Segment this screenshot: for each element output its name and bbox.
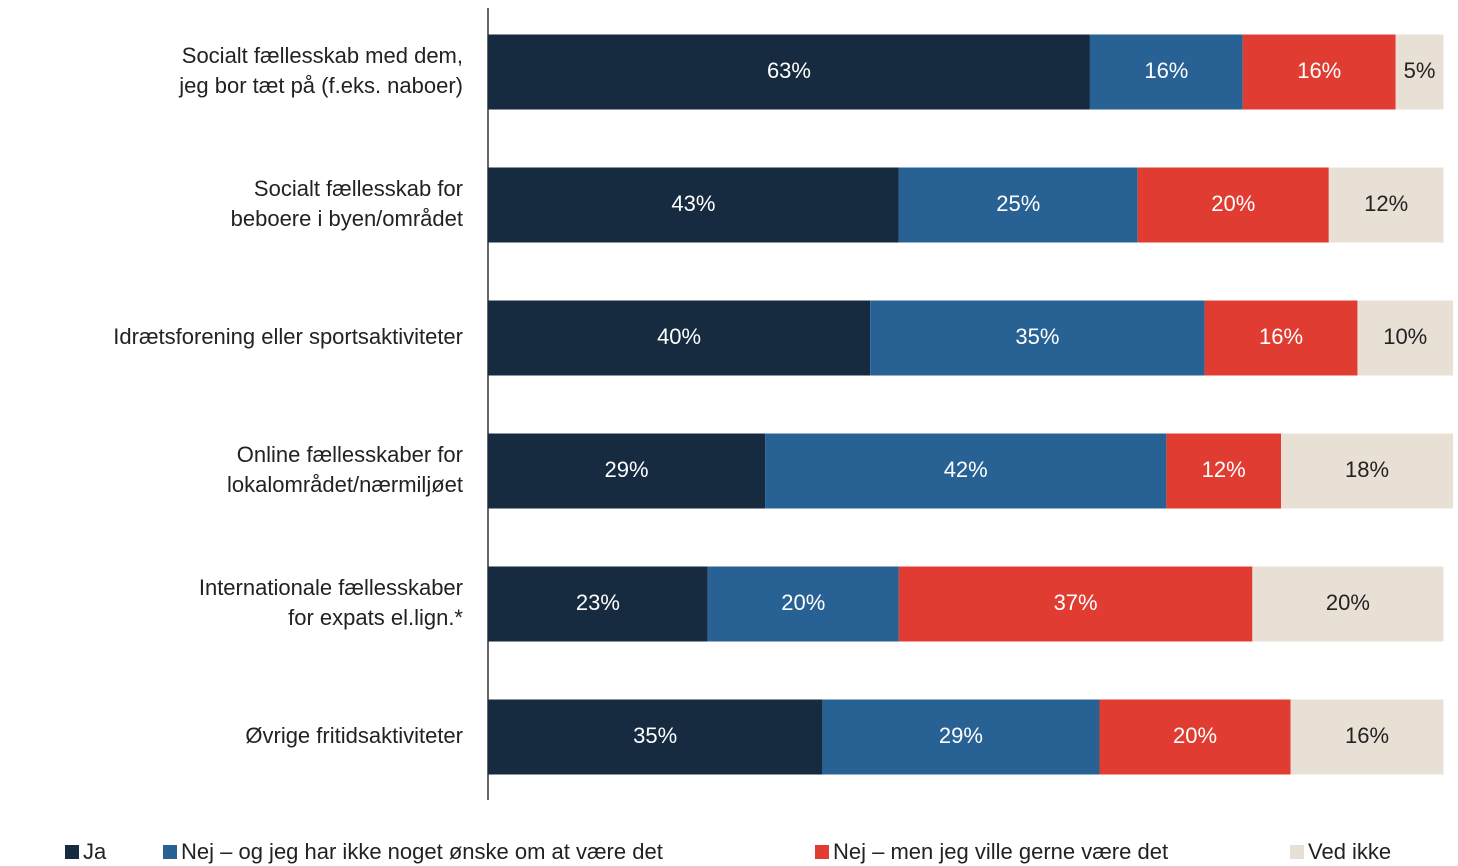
data-label: 16% [1259,324,1303,349]
bar-segment [1395,34,1444,110]
data-label: 12% [1364,191,1408,216]
bar-segment [488,300,871,376]
data-label: 37% [1054,590,1098,615]
legend-swatch [1290,845,1304,859]
bar-segment [1357,300,1453,376]
data-label: 20% [1173,723,1217,748]
bar-segment [765,433,1167,509]
category-line: Socialt fællesskab for [254,176,463,201]
legend-label: Ja [83,839,107,864]
data-label: 35% [1015,324,1059,349]
data-label: 42% [944,457,988,482]
category-line: Internationale fællesskaber [199,575,463,600]
data-label: 5% [1404,58,1436,83]
category-label: Idrætsforening eller sportsaktiviteter [113,324,463,349]
data-label: 23% [576,590,620,615]
data-label: 12% [1202,457,1246,482]
legend-swatch [65,845,79,859]
legend-label: Nej – men jeg ville gerne være det [833,839,1168,864]
data-label: 16% [1297,58,1341,83]
category-line: Øvrige fritidsaktiviteter [245,723,463,748]
data-label: 10% [1383,324,1427,349]
bar-segment [1281,433,1453,509]
category-label: Øvrige fritidsaktiviteter [245,723,463,748]
legend-swatch [163,845,177,859]
data-label: 16% [1144,58,1188,83]
bar-segment [1328,167,1444,243]
data-label: 63% [767,58,811,83]
bar-segment [822,699,1100,775]
data-label: 18% [1345,457,1389,482]
category-line: beboere i byen/området [231,206,463,231]
category-label: Internationale fællesskaber for expats el… [199,575,464,630]
bar-segment [1204,300,1358,376]
bar-segment [707,566,899,642]
bar-segment [898,566,1253,642]
bar-segment [488,433,766,509]
bar-segment [488,34,1090,110]
bar-segment [1290,699,1444,775]
bar-segment [870,300,1205,376]
bar-segment [1252,566,1444,642]
category-line: for expats el.lign.* [288,605,463,630]
category-label: Online fællesskaber for lokalområdet/nærm… [227,442,463,497]
category-line: jeg bor tæt på (f.eks. naboer) [178,73,463,98]
data-label: 40% [657,324,701,349]
data-label: 25% [996,191,1040,216]
legend-label: Ved ikke [1308,839,1391,864]
category-line: lokalområdet/nærmiljøet [227,472,463,497]
bar-segment [1137,167,1329,243]
bar-segment [488,699,823,775]
bar-segment [488,566,708,642]
category-label: Socialt fællesskab med dem, jeg bor tæt p… [178,43,463,98]
legend-label: Nej – og jeg har ikke noget ønske om at … [181,839,663,864]
category-line: Idrætsforening eller sportsaktiviteter [113,324,463,349]
bar-segment [1089,34,1243,110]
category-line: Socialt fællesskab med dem, [182,43,463,68]
data-label: 20% [1211,191,1255,216]
bar-segment [1099,699,1291,775]
data-label: 29% [605,457,649,482]
bar-segment [488,167,899,243]
bar-segment [1166,433,1282,509]
data-label: 29% [939,723,983,748]
category-label: Socialt fællesskab for beboere i byen/omr… [231,176,463,231]
bar-segment [898,167,1138,243]
data-label: 35% [633,723,677,748]
data-label: 43% [671,191,715,216]
category-line: Online fællesskaber for [237,442,463,467]
data-label: 20% [781,590,825,615]
bar-segment [1242,34,1396,110]
data-label: 20% [1326,590,1370,615]
data-label: 16% [1345,723,1389,748]
legend-swatch [815,845,829,859]
